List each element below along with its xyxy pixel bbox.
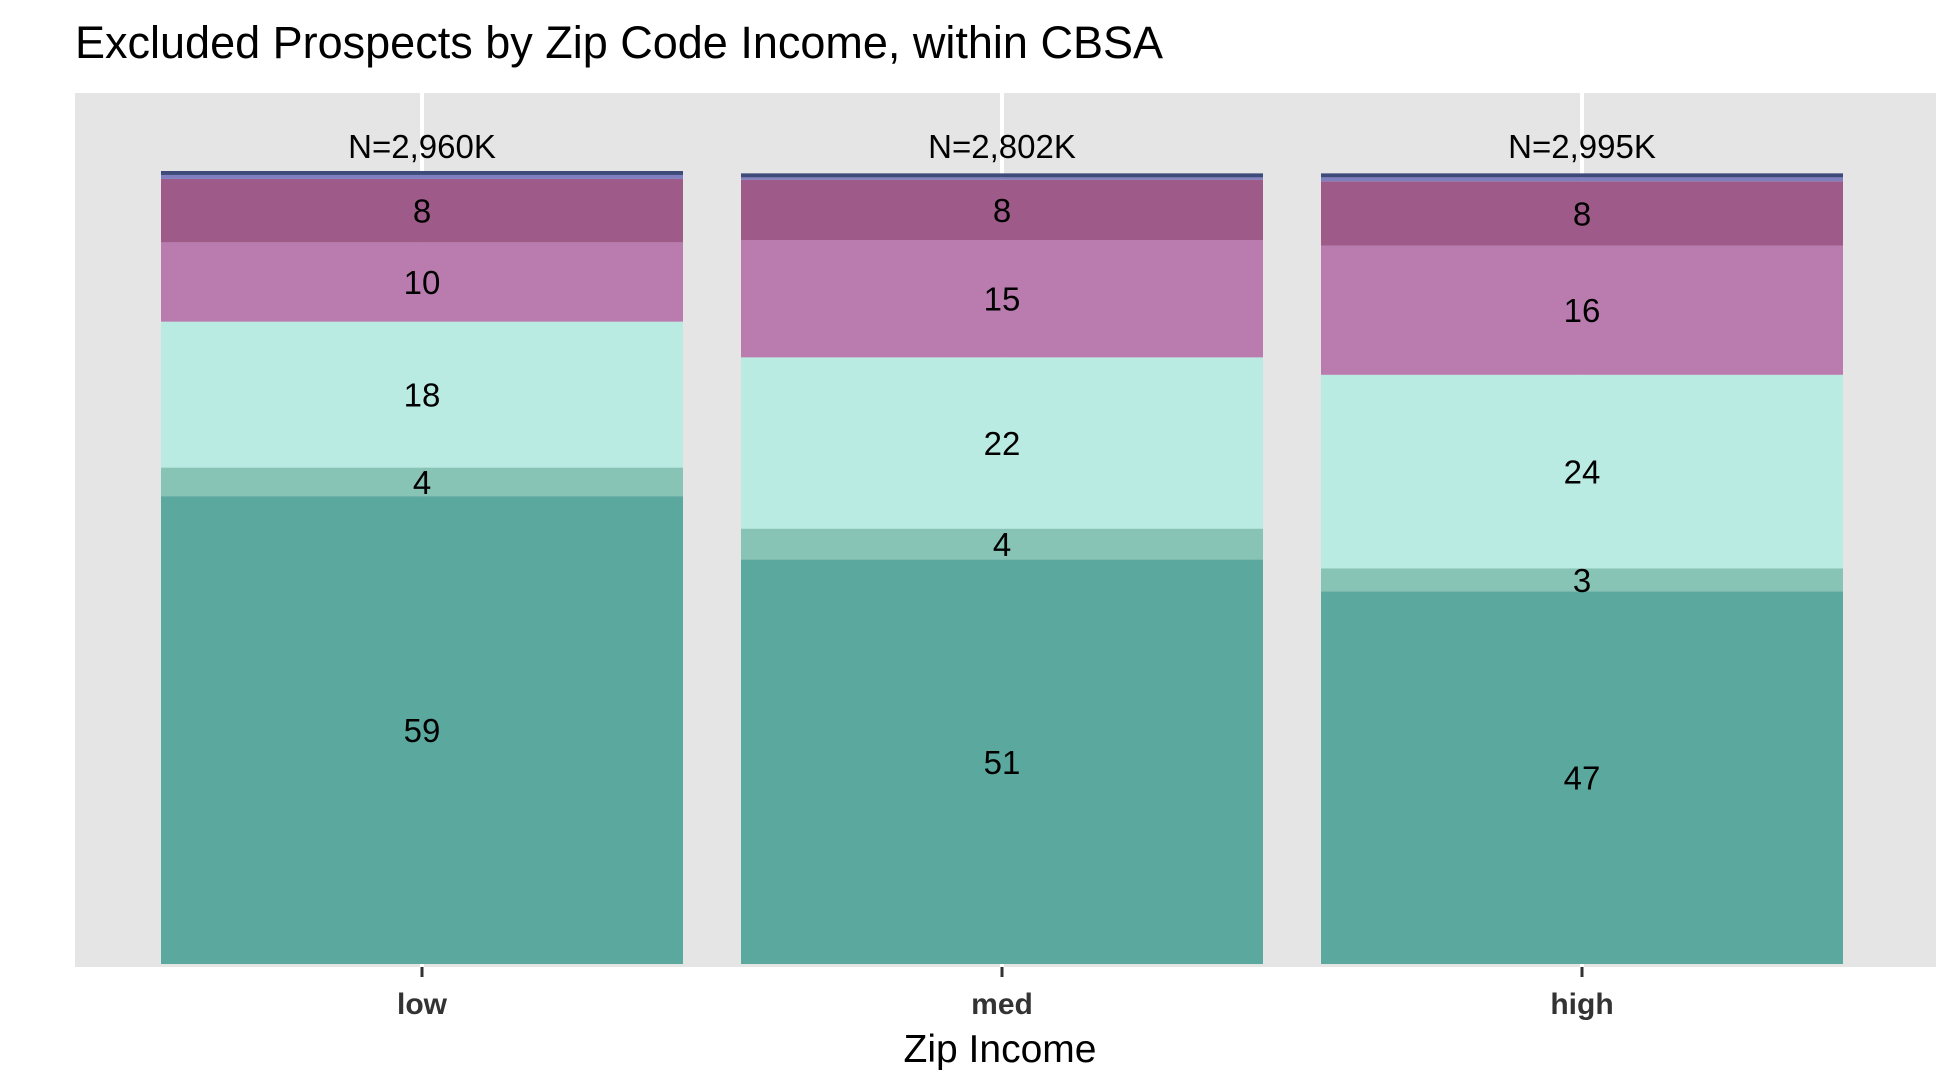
bar-annotation-low: N=2,960K xyxy=(348,128,496,165)
bar-segment-high-4 xyxy=(1321,181,1843,246)
data-label-high-4: 8 xyxy=(1573,195,1591,232)
bar-segment-high-6 xyxy=(1321,173,1843,178)
bar-annotation-med: N=2,802K xyxy=(928,128,1076,165)
bar-segment-high-5 xyxy=(1321,177,1843,182)
bar-segment-low-6 xyxy=(161,171,683,175)
bar-segment-high-3 xyxy=(1321,245,1843,375)
data-label-high-3: 16 xyxy=(1564,292,1601,329)
data-label-med-2: 22 xyxy=(984,425,1021,462)
data-label-med-3: 15 xyxy=(984,281,1021,318)
data-label-low-0: 59 xyxy=(404,712,441,749)
data-label-low-2: 18 xyxy=(404,377,441,414)
data-label-med-1: 4 xyxy=(993,526,1011,563)
bar-segment-low-5 xyxy=(161,174,683,179)
x-axis: low med high xyxy=(397,967,1614,1021)
data-label-high-0: 47 xyxy=(1564,760,1601,797)
data-label-low-4: 8 xyxy=(413,193,431,230)
bar-annotations: N=2,960K N=2,802K N=2,995K xyxy=(348,128,1656,165)
bar-segment-med-0 xyxy=(741,559,1263,964)
data-label-med-4: 8 xyxy=(993,192,1011,229)
data-label-med-0: 51 xyxy=(984,744,1021,781)
bar-segment-low-0 xyxy=(161,496,683,964)
bars xyxy=(161,171,1843,964)
bar-segment-high-2 xyxy=(1321,374,1843,569)
chart-title: Excluded Prospects by Zip Code Income, w… xyxy=(75,17,1163,68)
bar-segment-low-2 xyxy=(161,321,683,468)
bar-segment-low-3 xyxy=(161,242,683,322)
data-labels: 59 4 18 10 8 51 4 22 15 8 47 3 24 16 8 xyxy=(404,192,1601,797)
bar-segment-med-6 xyxy=(741,173,1263,178)
bar-segment-med-4 xyxy=(741,179,1263,240)
data-label-low-3: 10 xyxy=(404,264,441,301)
bar-segment-med-2 xyxy=(741,357,1263,529)
bar-segment-med-1 xyxy=(741,528,1263,560)
bar-segment-low-4 xyxy=(161,178,683,243)
data-label-high-1: 3 xyxy=(1573,562,1591,599)
x-tick-label-low: low xyxy=(397,988,448,1021)
bar-segment-high-0 xyxy=(1321,591,1843,964)
bar-segment-high-1 xyxy=(1321,568,1843,592)
bar-annotation-high: N=2,995K xyxy=(1508,128,1656,165)
data-label-low-1: 4 xyxy=(413,464,431,501)
bar-segment-low-1 xyxy=(161,467,683,497)
x-axis-title: Zip Income xyxy=(904,1028,1097,1071)
bar-segment-med-3 xyxy=(741,239,1263,358)
bar-segment-med-5 xyxy=(741,177,1263,180)
x-tick-label-med: med xyxy=(971,988,1033,1021)
data-label-high-2: 24 xyxy=(1564,454,1601,491)
x-tick-label-high: high xyxy=(1550,988,1613,1021)
